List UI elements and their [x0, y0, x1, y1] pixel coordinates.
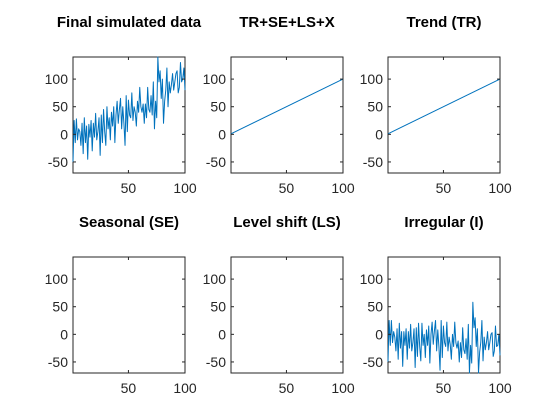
plot-area — [230, 256, 344, 374]
y-tick-label: 50 — [52, 299, 68, 315]
y-tick-label: 0 — [60, 326, 68, 342]
subplot-1: -50 0 50 100 50 100 Final simulated data — [45, 14, 202, 196]
y-tick-label: 0 — [60, 126, 68, 142]
y-tick-label: 100 — [360, 271, 384, 287]
subplot-title: Final simulated data — [57, 14, 202, 31]
y-tick-label: -50 — [206, 154, 226, 170]
y-tick-label: -50 — [206, 354, 226, 370]
y-tick-label: 50 — [210, 99, 226, 115]
y-tick-label: 100 — [203, 271, 227, 287]
x-tick-label: 100 — [331, 180, 355, 196]
subplot-title: Trend (TR) — [407, 14, 482, 31]
subplot-3: -50 0 50 100 50 100 Trend (TR) — [360, 14, 512, 196]
subplot-title: TR+SE+LS+X — [239, 14, 334, 31]
subplot-4: -50 0 50 100 50 100 Seasonal (SE) — [45, 214, 197, 396]
x-tick-label: 100 — [488, 180, 512, 196]
x-tick-label: 100 — [331, 380, 355, 396]
subplot-title: Seasonal (SE) — [79, 214, 179, 231]
plot-area — [72, 256, 186, 374]
subplot-2: -50 0 50 100 50 100 TR+SE+LS+X — [203, 14, 355, 196]
x-tick-label: 50 — [121, 380, 137, 396]
x-tick-label: 50 — [121, 180, 137, 196]
y-tick-label: -50 — [48, 154, 68, 170]
y-tick-label: 50 — [210, 299, 226, 315]
y-tick-label: 100 — [360, 71, 384, 87]
x-tick-label: 50 — [279, 380, 295, 396]
y-tick-label: 100 — [45, 71, 69, 87]
plot-area — [72, 56, 186, 174]
x-tick-label: 100 — [173, 180, 197, 196]
series-line — [72, 56, 186, 162]
y-tick-label: -50 — [48, 354, 68, 370]
y-tick-label: 0 — [375, 126, 383, 142]
y-tick-label: 0 — [218, 126, 226, 142]
subplot-title: Level shift (LS) — [233, 214, 341, 231]
y-tick-label: 0 — [218, 326, 226, 342]
x-tick-label: 100 — [488, 380, 512, 396]
y-tick-label: 50 — [367, 299, 383, 315]
plot-area — [387, 56, 501, 174]
x-tick-label: 100 — [173, 380, 197, 396]
x-tick-label: 50 — [436, 380, 452, 396]
y-tick-label: 100 — [45, 271, 69, 287]
subplot-title: Irregular (I) — [404, 214, 483, 231]
y-tick-label: -50 — [363, 154, 383, 170]
subplot-5: -50 0 50 100 50 100 Level shift (LS) — [203, 214, 355, 396]
series-line — [230, 78, 344, 135]
y-tick-label: 0 — [375, 326, 383, 342]
y-tick-label: 100 — [203, 71, 227, 87]
series-line — [387, 301, 501, 374]
plot-area — [230, 56, 344, 174]
subplot-6: -50 0 50 100 50 100 Irregular (I) — [360, 214, 512, 396]
series-line — [387, 78, 501, 135]
y-tick-label: 50 — [367, 99, 383, 115]
x-tick-label: 50 — [436, 180, 452, 196]
x-tick-label: 50 — [279, 180, 295, 196]
y-tick-label: -50 — [363, 354, 383, 370]
y-tick-label: 50 — [52, 99, 68, 115]
